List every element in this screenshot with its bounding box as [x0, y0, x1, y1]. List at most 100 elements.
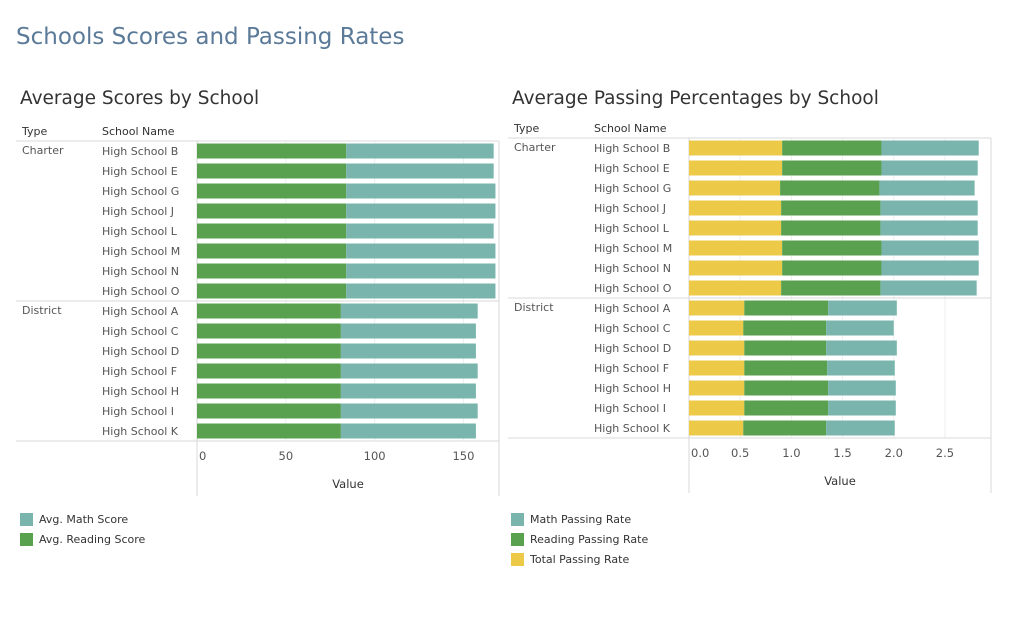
bar-segment — [781, 220, 881, 236]
bar-segment — [689, 260, 783, 276]
bar-segment — [880, 200, 978, 216]
col-header-type-2: Type — [514, 122, 540, 135]
school-label: High School J — [102, 205, 174, 218]
bar-segment — [826, 420, 895, 436]
school-label: High School A — [594, 302, 671, 315]
col-header-school-2: School Name — [594, 122, 667, 135]
bar-segment — [828, 400, 896, 416]
chart-title-passing: Average Passing Percentages by School — [512, 88, 879, 109]
bar-segment — [782, 240, 882, 256]
legend-label: Reading Passing Rate — [530, 532, 649, 546]
legend-item: Total Passing Rate — [511, 549, 648, 569]
school-label: High School G — [102, 185, 179, 198]
bar-segment — [689, 220, 782, 236]
bar-segment — [781, 200, 881, 216]
bar-segment — [689, 280, 782, 296]
bar-segment — [197, 243, 347, 259]
school-label: High School L — [102, 225, 178, 238]
bar-segment — [828, 300, 897, 316]
dashboard-title: Schools Scores and Passing Rates — [16, 24, 405, 50]
bar-segment — [689, 180, 781, 196]
bar-segment — [689, 300, 745, 316]
bar-segment — [881, 240, 979, 256]
type-label: Charter — [22, 144, 64, 157]
school-label: High School G — [594, 182, 671, 195]
bar-segment — [827, 360, 895, 376]
bar-segment — [744, 400, 829, 416]
school-label: High School L — [594, 222, 670, 235]
legend-label: Math Passing Rate — [530, 512, 632, 526]
bar-segment — [689, 420, 744, 436]
bar-segment — [346, 263, 496, 279]
legend-item: Avg. Math Score — [20, 509, 145, 529]
x-tick-label: 100 — [364, 449, 386, 463]
legend-swatch — [20, 532, 33, 546]
bar-segment — [346, 283, 496, 299]
legend-passing: Math Passing Rate Reading Passing Rate Tot… — [511, 509, 648, 569]
school-label: High School M — [594, 242, 672, 255]
bar-segment — [744, 340, 827, 356]
legend-swatch — [511, 552, 524, 566]
school-label: High School D — [102, 345, 179, 358]
bar-segment — [744, 300, 829, 316]
bar-segment — [340, 403, 478, 419]
type-label: Charter — [514, 141, 556, 154]
school-label: High School H — [594, 382, 671, 395]
bar-segment — [340, 383, 476, 399]
legend-item: Avg. Reading Score — [20, 529, 145, 549]
bar-segment — [197, 283, 347, 299]
bar-segment — [340, 423, 476, 439]
bar-segment — [689, 360, 745, 376]
bar-segment — [346, 223, 494, 239]
bar-segment — [828, 380, 896, 396]
bar-segment — [782, 160, 882, 176]
school-label: High School A — [102, 305, 179, 318]
bar-segment — [744, 380, 829, 396]
school-label: High School F — [594, 362, 669, 375]
bar-segment — [689, 240, 783, 256]
bar-segment — [689, 380, 745, 396]
legend-item: Reading Passing Rate — [511, 529, 648, 549]
bar-segment — [744, 360, 828, 376]
bar-segment — [340, 303, 478, 319]
bar-segment — [197, 263, 347, 279]
bar-segment — [197, 363, 341, 379]
legend-swatch — [511, 512, 524, 526]
bar-segment — [689, 140, 783, 156]
type-label: District — [514, 301, 554, 314]
bar-segment — [197, 163, 347, 179]
bar-segment — [826, 340, 897, 356]
chart-title-scores: Average Scores by School — [20, 88, 260, 109]
school-label: High School O — [594, 282, 672, 295]
bar-segment — [197, 143, 347, 159]
bar-segment — [197, 223, 347, 239]
bar-segment — [880, 220, 978, 236]
bar-segment — [346, 243, 496, 259]
legend-swatch — [511, 532, 524, 546]
bar-segment — [881, 160, 978, 176]
bar-segment — [197, 203, 347, 219]
bar-segment — [689, 320, 744, 336]
school-label: High School H — [102, 385, 179, 398]
bar-segment — [881, 260, 979, 276]
bar-segment — [689, 400, 745, 416]
school-label: High School N — [102, 265, 179, 278]
bar-segment — [689, 160, 783, 176]
school-label: High School D — [594, 342, 671, 355]
x-tick-label: 50 — [279, 449, 294, 463]
school-label: High School B — [102, 145, 178, 158]
bar-segment — [197, 303, 341, 319]
school-label: High School E — [102, 165, 178, 178]
bar-segment — [826, 320, 894, 336]
legend-scores: Avg. Math Score Avg. Reading Score — [20, 509, 145, 549]
bar-segment — [197, 323, 341, 339]
school-label: High School C — [594, 322, 671, 335]
bar-segment — [881, 140, 979, 156]
x-tick-label: 150 — [452, 449, 474, 463]
school-label: High School B — [594, 142, 670, 155]
school-label: High School K — [102, 425, 179, 438]
x-tick-label: 1.5 — [833, 446, 851, 460]
bar-segment — [197, 383, 341, 399]
bar-segment — [197, 403, 341, 419]
